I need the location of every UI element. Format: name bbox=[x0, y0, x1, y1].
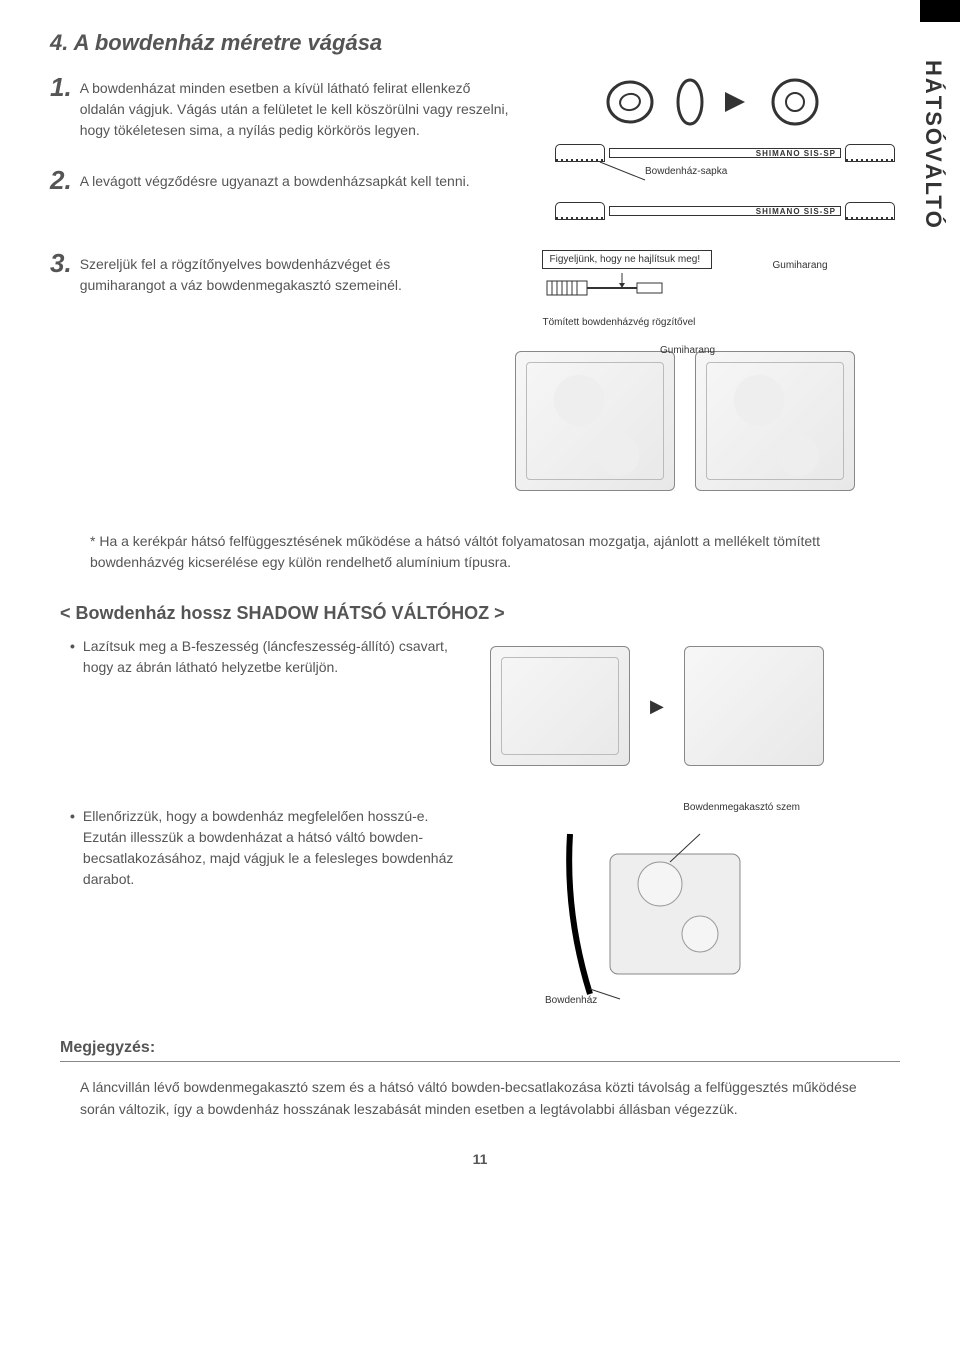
step-2: 2. A levágott végződésre ugyanazt a bowd… bbox=[50, 167, 510, 193]
cable-brand-label-2: SHIMANO SIS-SP bbox=[752, 207, 840, 216]
shadow-derailleur-before bbox=[490, 646, 630, 766]
bullet-icon: • bbox=[70, 806, 75, 890]
cable-with-caps: SHIMANO SIS-SP Bowdenház-sapka bbox=[555, 144, 895, 187]
cable-housing-body: SHIMANO SIS-SP bbox=[609, 148, 841, 158]
step-1-number: 1. bbox=[50, 74, 72, 141]
step-1-text: A bowdenházat minden esetben a kívül lát… bbox=[80, 74, 510, 141]
step-3-text-col: 3. Szereljük fel a rögzítőnyelves bowden… bbox=[50, 250, 430, 506]
cable-housing-body-2: SHIMANO SIS-SP bbox=[609, 206, 841, 216]
fig3-warning-callout: Figyeljünk, hogy ne hajlítsuk meg! bbox=[542, 250, 712, 269]
ann-housing: Bowdenház bbox=[545, 995, 597, 1006]
ann-cable-stop: Bowdenmegakasztó szem bbox=[683, 802, 800, 813]
cable-end-shapes-diagram: SHIMANO SIS-SP Bowdenház-sapka SHIMANO S… bbox=[540, 74, 910, 220]
fig3-sealed-label: Tömített bowdenházvég rögzítővel bbox=[542, 317, 712, 328]
col-steps-text: 1. A bowdenházat minden esetben a kívül … bbox=[50, 74, 510, 220]
derailleur-illustration-left bbox=[515, 351, 675, 491]
cable-no-caps-row: SHIMANO SIS-SP bbox=[555, 202, 895, 220]
fig3-boot-label-top: Gumiharang bbox=[772, 250, 827, 271]
notes-heading: Megjegyzés: bbox=[60, 1039, 910, 1057]
shadow-row-2: • Ellenőrizzük, hogy a bowdenház megfele… bbox=[50, 806, 910, 1004]
step-3: 3. Szereljük fel a rögzítőnyelves bowden… bbox=[50, 250, 430, 296]
cable-cap-pointer-label: Bowdenház-sapka bbox=[645, 166, 727, 177]
step-2-number: 2. bbox=[50, 167, 72, 193]
row-steps-1-2: 1. A bowdenházat minden esetben a kívül … bbox=[50, 74, 910, 220]
page-number: 11 bbox=[50, 1151, 910, 1167]
section-number: 4. bbox=[50, 30, 68, 55]
step-3-text: Szereljük fel a rögzítőnyelves bowdenház… bbox=[80, 250, 430, 296]
arrow-icon: ▶ bbox=[650, 696, 664, 717]
cable-endcap-right bbox=[845, 144, 895, 162]
side-section-label: HÁTSÓVÁLTÓ bbox=[920, 60, 946, 230]
cable-endcap-left-2 bbox=[555, 202, 605, 220]
derailleur-illustration-right bbox=[695, 351, 855, 491]
fig3-derailleurs bbox=[460, 336, 910, 506]
shadow-bullet-1-text: Lazítsuk meg a B-feszesség (láncfeszessé… bbox=[83, 636, 470, 678]
notes-body: A láncvillán lévő bowdenmegakasztó szem … bbox=[80, 1076, 880, 1121]
asterisk-note: * Ha a kerékpár hátsó felfüggesztésének … bbox=[90, 531, 910, 573]
shadow-row-1: • Lazítsuk meg a B-feszesség (láncfeszes… bbox=[50, 636, 910, 776]
section-title-text: A bowdenház méretre vágása bbox=[74, 30, 383, 55]
cable-brand-label: SHIMANO SIS-SP bbox=[752, 149, 840, 158]
notes-divider bbox=[60, 1061, 900, 1062]
shadow-bullet-2-text: Ellenőrizzük, hogy a bowdenház megfelelő… bbox=[83, 806, 470, 890]
section-title: 4. A bowdenház méretre vágása bbox=[50, 30, 910, 56]
shadow-bullet-1-wrap: • Lazítsuk meg a B-feszesség (láncfeszes… bbox=[50, 636, 470, 696]
shadow-derailleur-after bbox=[684, 646, 824, 766]
row-step-3: 3. Szereljük fel a rögzítőnyelves bowden… bbox=[50, 250, 910, 506]
cable-crosssection-shapes bbox=[600, 74, 850, 129]
col-figure-cable: SHIMANO SIS-SP Bowdenház-sapka SHIMANO S… bbox=[540, 74, 910, 220]
page-content: 4. A bowdenház méretre vágása 1. A bowde… bbox=[0, 0, 960, 1187]
shadow-fig-pair: ▶ bbox=[490, 636, 824, 776]
step-3-number: 3. bbox=[50, 250, 72, 296]
step-3-figure: Figyeljünk, hogy ne hajlítsuk meg! Tömít… bbox=[460, 250, 910, 506]
step-1: 1. A bowdenházat minden esetben a kívül … bbox=[50, 74, 510, 141]
cable-endcap-right-2 bbox=[845, 202, 895, 220]
step-2-text: A levágott végződésre ugyanazt a bowdenh… bbox=[80, 167, 470, 193]
shadow-single-derailleur-svg bbox=[560, 824, 760, 1004]
fig3-boot-label-mid: Gumiharang bbox=[660, 345, 715, 356]
shadow-bullet-2-wrap: • Ellenőrizzük, hogy a bowdenház megfele… bbox=[50, 806, 470, 908]
shadow-subheading: < Bowdenház hossz SHADOW HÁTSÓ VÁLTÓHOZ … bbox=[60, 603, 910, 624]
cable-endcap-left bbox=[555, 144, 605, 162]
header-black-tab bbox=[920, 0, 960, 22]
bullet-icon: • bbox=[70, 636, 75, 678]
shadow-fig-single: Bowdenmegakasztó szem Bowdenház bbox=[490, 806, 830, 1004]
